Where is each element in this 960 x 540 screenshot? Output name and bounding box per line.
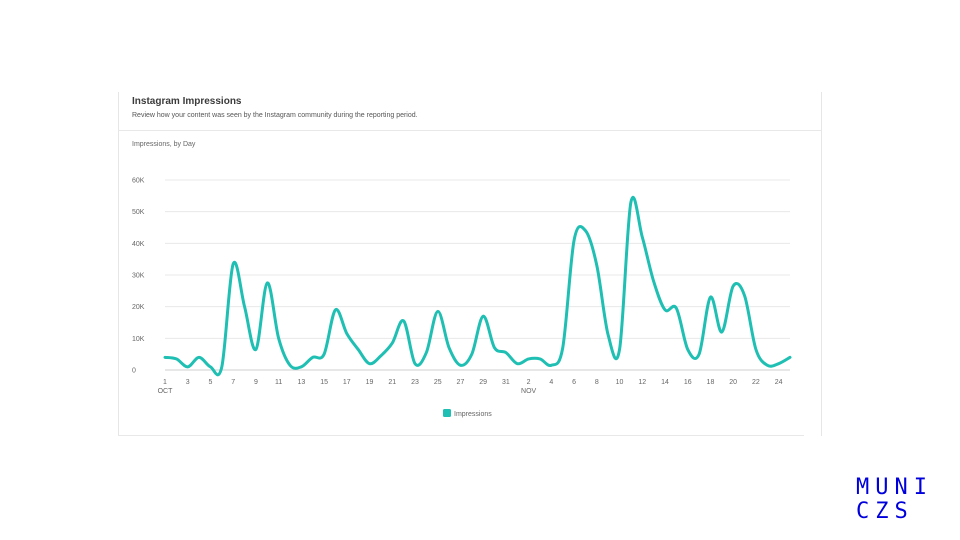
card-subtitle: Review how your content was seen by the … xyxy=(132,112,418,119)
x-tick-label: 10 xyxy=(616,379,624,386)
x-tick-label: 7 xyxy=(231,379,235,386)
x-tick-label: 13 xyxy=(297,379,305,386)
legend-swatch-impressions xyxy=(443,409,451,417)
y-tick-label: 50K xyxy=(132,209,145,216)
x-tick-label: 11 xyxy=(275,379,282,386)
x-tick-label: 1 xyxy=(163,379,167,386)
x-tick-label: 19 xyxy=(366,379,374,386)
card-right-border xyxy=(821,92,822,436)
x-tick-label: 15 xyxy=(320,379,328,386)
x-tick-label: 23 xyxy=(411,379,419,386)
x-tick-label: 21 xyxy=(388,379,396,386)
x-tick-label: 8 xyxy=(595,379,599,386)
x-tick-label: 27 xyxy=(457,379,465,386)
y-tick-label: 20K xyxy=(132,304,145,311)
y-tick-label: 30K xyxy=(132,273,145,280)
card-title: Instagram Impressions xyxy=(132,96,242,107)
x-tick-label: 17 xyxy=(343,379,351,386)
x-tick-label: 31 xyxy=(502,379,510,386)
x-month-label: OCT xyxy=(158,388,174,395)
legend-label-impressions: Impressions xyxy=(454,411,492,418)
logo-line-2: CZS xyxy=(856,499,914,524)
y-tick-label: 40K xyxy=(132,241,145,248)
x-tick-label: 12 xyxy=(638,379,646,386)
y-tick-label: 0 xyxy=(132,368,136,375)
card-left-border xyxy=(118,92,119,436)
logo-line-1: MUNI xyxy=(856,475,933,500)
x-tick-label: 16 xyxy=(684,379,692,386)
x-tick-label: 5 xyxy=(209,379,213,386)
series-line-impressions xyxy=(163,195,792,377)
x-tick-label: 6 xyxy=(572,379,576,386)
x-tick-label: 22 xyxy=(752,379,760,386)
x-tick-label: 24 xyxy=(775,379,783,386)
header-divider xyxy=(118,130,822,131)
x-tick-label: 3 xyxy=(186,379,190,386)
y-tick-label: 10K xyxy=(132,336,145,343)
x-tick-label: 20 xyxy=(729,379,737,386)
x-tick-label: 18 xyxy=(707,379,715,386)
chart-label: Impressions, by Day xyxy=(132,141,196,148)
x-tick-label: 29 xyxy=(479,379,487,386)
x-tick-label: 14 xyxy=(661,379,669,386)
x-tick-label: 9 xyxy=(254,379,258,386)
x-tick-label: 2 xyxy=(527,379,531,386)
card-bottom-border xyxy=(118,435,804,436)
x-tick-label: 4 xyxy=(549,379,553,386)
impressions-card: Instagram Impressions Review how your co… xyxy=(118,92,822,436)
x-month-label: NOV xyxy=(521,388,537,395)
y-tick-label: 60K xyxy=(132,178,145,185)
x-tick-label: 25 xyxy=(434,379,442,386)
muni-czs-logo: MUNI CZS xyxy=(856,476,936,526)
